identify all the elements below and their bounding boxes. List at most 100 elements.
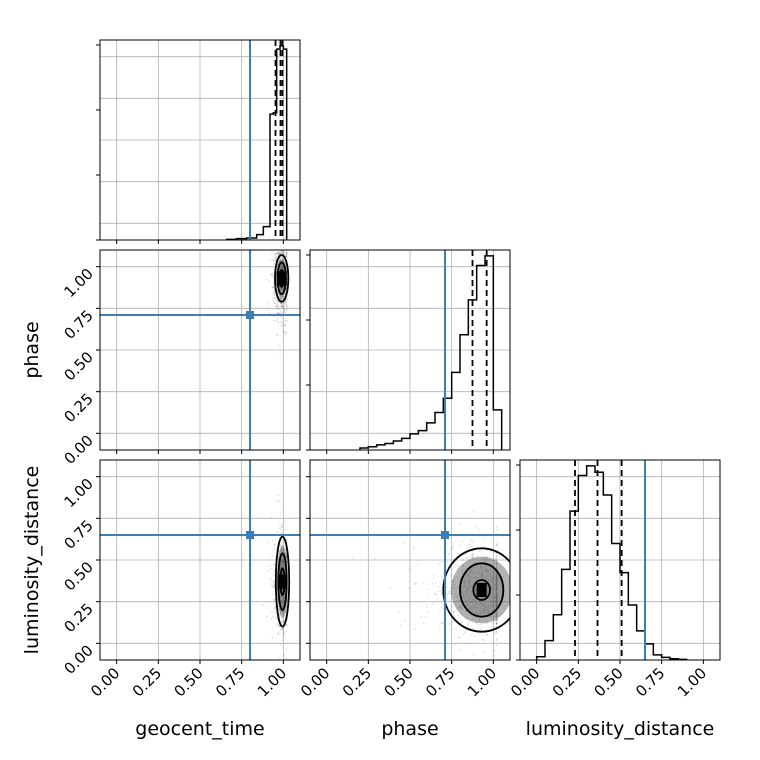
scatter-point [275, 538, 277, 541]
scatter-point [480, 566, 483, 569]
x-tick-label: 0.75 [632, 664, 668, 700]
scatter-point [281, 639, 283, 641]
scatter-point [495, 592, 498, 595]
scatter-point [494, 596, 497, 599]
scatter-point [495, 621, 498, 624]
scatter-point [279, 259, 282, 262]
histogram-step [225, 45, 288, 240]
scatter-point [282, 259, 285, 261]
scatter-point [462, 564, 464, 566]
scatter-point [275, 305, 277, 307]
scatter-point [495, 612, 498, 615]
scatter-point [474, 597, 477, 600]
scatter-point [283, 325, 286, 327]
scatter-point [277, 499, 280, 502]
scatter-point [454, 593, 457, 596]
scatter-point [279, 565, 282, 568]
scatter-point [479, 550, 482, 553]
scatter-point [280, 259, 283, 262]
scatter-point [471, 555, 474, 557]
scatter-panel-phase-luminosity_distance: 0.00 0.25 0.50 0.75 1.00 [297, 459, 511, 700]
scatter-point [286, 241, 288, 243]
scatter-point [277, 312, 280, 314]
scatter-point [494, 632, 496, 635]
scatter-point [273, 287, 276, 290]
y-tick-label: 0.50 [60, 348, 96, 384]
scatter-point [495, 598, 498, 601]
scatter-point [465, 600, 467, 603]
scatter-point [474, 589, 476, 592]
scatter-point [466, 590, 469, 592]
scatter-point [279, 310, 282, 312]
scatter-point [439, 546, 442, 549]
scatter-point [281, 565, 283, 568]
scatter-point [495, 588, 498, 591]
scatter-point [279, 566, 282, 569]
scatter-point [484, 639, 486, 642]
scatter-point [285, 303, 288, 305]
scatter-point [274, 297, 276, 300]
scatter-point [282, 258, 285, 261]
scatter-point [477, 529, 480, 531]
scatter-point [467, 574, 470, 576]
scatter-point [272, 570, 275, 573]
scatter-point [449, 574, 452, 577]
scatter-point [273, 290, 276, 292]
scatter-point [485, 570, 488, 572]
scatter-point [454, 564, 457, 566]
scatter-point [285, 301, 288, 304]
scatter-point [480, 571, 483, 574]
scatter-point [279, 609, 282, 612]
scatter-point [277, 312, 280, 315]
scatter-point [281, 561, 284, 564]
scatter-point [495, 622, 498, 625]
scatter-point [277, 333, 280, 336]
scatter-point [281, 260, 284, 263]
scatter-point [470, 606, 472, 608]
scatter-point [438, 610, 441, 612]
scatter-point [488, 579, 491, 582]
scatter-point [484, 603, 487, 606]
scatter-point [284, 615, 286, 617]
scatter-point [279, 288, 282, 291]
scatter-point [476, 603, 479, 606]
scatter-point [283, 295, 286, 298]
scatter-point [472, 552, 475, 555]
scatter-point [464, 600, 467, 603]
scatter-point [493, 649, 496, 652]
scatter-point [284, 330, 287, 333]
scatter-point [284, 552, 286, 555]
scatter-point [495, 619, 498, 621]
scatter-point [422, 582, 425, 585]
scatter-point [281, 563, 284, 566]
scatter-point [277, 556, 280, 559]
scatter-point [471, 553, 474, 556]
scatter-point [284, 548, 287, 551]
scatter-point [453, 643, 456, 645]
scatter-point [495, 592, 498, 595]
scatter-point [464, 579, 467, 582]
contour-line [274, 254, 290, 303]
scatter-point [468, 598, 470, 601]
scatter-point [286, 248, 288, 250]
scatter-point [477, 613, 479, 615]
scatter-point [495, 616, 498, 619]
scatter-point [465, 573, 468, 576]
scatter-point [277, 252, 280, 255]
scatter-point [495, 574, 498, 577]
scatter-point [286, 244, 288, 246]
scatter-point [469, 585, 472, 588]
scatter-point [473, 577, 476, 579]
scatter-point [469, 575, 472, 578]
scatter-point [480, 564, 482, 567]
scatter-point [283, 597, 286, 600]
density-peak [277, 574, 288, 589]
scatter-point [495, 596, 498, 599]
scatter-point [450, 580, 453, 583]
scatter-point [465, 592, 468, 595]
scatter-point [486, 589, 489, 592]
scatter-point [495, 592, 498, 595]
truth-marker [246, 311, 254, 319]
y-axis-label-phase: phase [21, 321, 43, 378]
scatter-point [282, 297, 284, 299]
